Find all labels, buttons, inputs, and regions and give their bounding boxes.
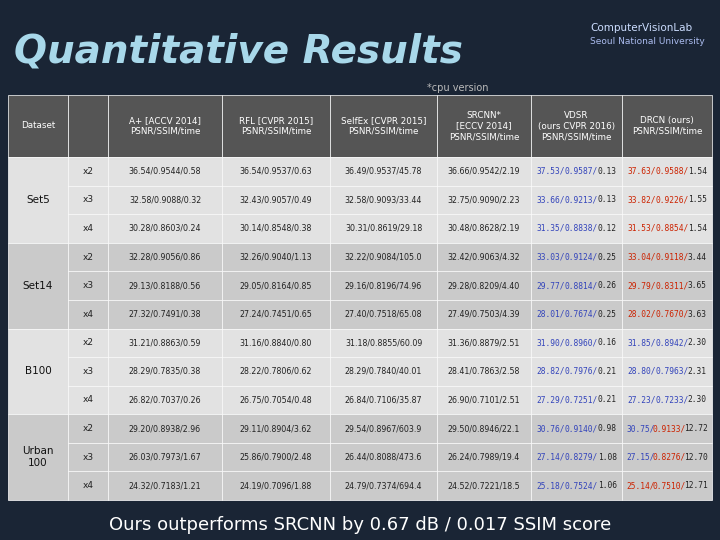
Bar bbox=[622, 271, 712, 300]
Bar bbox=[222, 300, 330, 328]
Text: 29.20/0.8938/2.96: 29.20/0.8938/2.96 bbox=[129, 424, 201, 433]
Text: 29.79/: 29.79/ bbox=[627, 281, 656, 290]
Text: x3: x3 bbox=[82, 281, 94, 290]
Bar bbox=[8, 157, 68, 243]
Text: 28.29/0.7840/40.01: 28.29/0.7840/40.01 bbox=[345, 367, 422, 376]
Text: 12.71: 12.71 bbox=[684, 481, 708, 490]
Text: 29.11/0.8904/3.62: 29.11/0.8904/3.62 bbox=[240, 424, 312, 433]
Text: 0.9587/: 0.9587/ bbox=[564, 167, 598, 176]
Text: 28.02/: 28.02/ bbox=[627, 310, 656, 319]
Text: RFL [CVPR 2015]
PSNR/SSIM/time: RFL [CVPR 2015] PSNR/SSIM/time bbox=[239, 116, 313, 136]
Bar bbox=[330, 157, 437, 186]
Text: 32.43/0.9057/0.49: 32.43/0.9057/0.49 bbox=[240, 195, 312, 204]
Bar bbox=[531, 243, 622, 271]
Bar bbox=[330, 271, 437, 300]
Text: 30.48/0.8628/2.19: 30.48/0.8628/2.19 bbox=[448, 224, 520, 233]
Text: 0.8814/: 0.8814/ bbox=[564, 281, 598, 290]
Bar bbox=[222, 243, 330, 271]
Bar bbox=[222, 471, 330, 500]
Text: B100: B100 bbox=[24, 366, 51, 376]
Bar bbox=[108, 443, 222, 471]
Bar bbox=[531, 186, 622, 214]
Text: VDSR
(ours CVPR 2016)
PSNR/SSIM/time: VDSR (ours CVPR 2016) PSNR/SSIM/time bbox=[538, 111, 615, 141]
Text: 26.03/0.7973/1.67: 26.03/0.7973/1.67 bbox=[129, 453, 202, 462]
Text: 29.50/0.8946/22.1: 29.50/0.8946/22.1 bbox=[448, 424, 520, 433]
Text: A+ [ACCV 2014]
PSNR/SSIM/time: A+ [ACCV 2014] PSNR/SSIM/time bbox=[129, 116, 201, 136]
Bar bbox=[222, 271, 330, 300]
Bar bbox=[531, 214, 622, 243]
Bar bbox=[622, 414, 712, 443]
Bar bbox=[222, 214, 330, 243]
Text: 1.08: 1.08 bbox=[598, 453, 616, 462]
Bar bbox=[622, 471, 712, 500]
Bar bbox=[531, 328, 622, 357]
Text: Urban
100: Urban 100 bbox=[22, 446, 54, 468]
Bar bbox=[531, 414, 622, 443]
Text: 26.90/0.7101/2.51: 26.90/0.7101/2.51 bbox=[448, 395, 521, 404]
Text: 0.7976/: 0.7976/ bbox=[564, 367, 598, 376]
Text: 0.9588/: 0.9588/ bbox=[655, 167, 688, 176]
Bar bbox=[330, 414, 437, 443]
Text: 27.49/0.7503/4.39: 27.49/0.7503/4.39 bbox=[448, 310, 521, 319]
Bar bbox=[622, 357, 712, 386]
Text: 27.29/: 27.29/ bbox=[536, 395, 565, 404]
Text: 30.75/: 30.75/ bbox=[626, 424, 655, 433]
Text: *cpu version: *cpu version bbox=[427, 83, 489, 93]
Bar bbox=[622, 443, 712, 471]
Bar bbox=[68, 95, 108, 157]
Bar bbox=[437, 95, 531, 157]
Bar bbox=[622, 243, 712, 271]
Bar bbox=[437, 243, 531, 271]
Text: 12.72: 12.72 bbox=[684, 424, 708, 433]
Text: 0.9118/: 0.9118/ bbox=[655, 253, 688, 261]
Text: 25.18/: 25.18/ bbox=[536, 481, 565, 490]
Text: 0.7674/: 0.7674/ bbox=[564, 310, 598, 319]
Text: x2: x2 bbox=[83, 253, 94, 261]
Bar bbox=[8, 414, 68, 500]
Text: 27.14/: 27.14/ bbox=[536, 453, 565, 462]
Bar bbox=[437, 443, 531, 471]
Text: 0.8311/: 0.8311/ bbox=[655, 281, 688, 290]
Bar bbox=[330, 443, 437, 471]
Text: 0.98: 0.98 bbox=[598, 424, 616, 433]
Text: 0.7251/: 0.7251/ bbox=[564, 395, 598, 404]
Text: 27.40/0.7518/65.08: 27.40/0.7518/65.08 bbox=[345, 310, 422, 319]
Bar bbox=[622, 95, 712, 157]
Text: 36.66/0.9542/2.19: 36.66/0.9542/2.19 bbox=[448, 167, 521, 176]
Bar bbox=[68, 443, 108, 471]
Bar bbox=[222, 386, 330, 414]
Bar bbox=[437, 186, 531, 214]
Bar bbox=[108, 95, 222, 157]
Bar bbox=[68, 357, 108, 386]
Bar bbox=[531, 443, 622, 471]
Text: 0.7233/: 0.7233/ bbox=[655, 395, 688, 404]
Text: x3: x3 bbox=[82, 195, 94, 204]
Bar bbox=[222, 414, 330, 443]
Text: 0.8942/: 0.8942/ bbox=[655, 338, 688, 347]
Text: Quantitative Results: Quantitative Results bbox=[14, 33, 463, 71]
Text: 33.04/: 33.04/ bbox=[627, 253, 656, 261]
Text: x4: x4 bbox=[83, 481, 94, 490]
Text: 0.13: 0.13 bbox=[598, 195, 616, 204]
Text: 26.75/0.7054/0.48: 26.75/0.7054/0.48 bbox=[240, 395, 312, 404]
Bar bbox=[437, 214, 531, 243]
Text: 0.8854/: 0.8854/ bbox=[655, 224, 688, 233]
Bar bbox=[108, 157, 222, 186]
Text: 0.8279/: 0.8279/ bbox=[564, 453, 598, 462]
Text: x4: x4 bbox=[83, 224, 94, 233]
Bar bbox=[68, 414, 108, 443]
Bar bbox=[330, 328, 437, 357]
Text: 27.32/0.7491/0.38: 27.32/0.7491/0.38 bbox=[129, 310, 202, 319]
Text: 24.79/0.7374/694.4: 24.79/0.7374/694.4 bbox=[345, 481, 422, 490]
Text: 36.54/0.9544/0.58: 36.54/0.9544/0.58 bbox=[129, 167, 202, 176]
Text: Seoul National University: Seoul National University bbox=[590, 37, 705, 46]
Bar bbox=[68, 271, 108, 300]
Bar bbox=[437, 300, 531, 328]
Text: 36.54/0.9537/0.63: 36.54/0.9537/0.63 bbox=[240, 167, 312, 176]
Bar bbox=[108, 328, 222, 357]
Bar bbox=[108, 214, 222, 243]
Bar bbox=[108, 414, 222, 443]
Bar bbox=[68, 386, 108, 414]
Text: 31.18/0.8855/60.09: 31.18/0.8855/60.09 bbox=[345, 338, 422, 347]
Text: 26.84/0.7106/35.87: 26.84/0.7106/35.87 bbox=[345, 395, 422, 404]
